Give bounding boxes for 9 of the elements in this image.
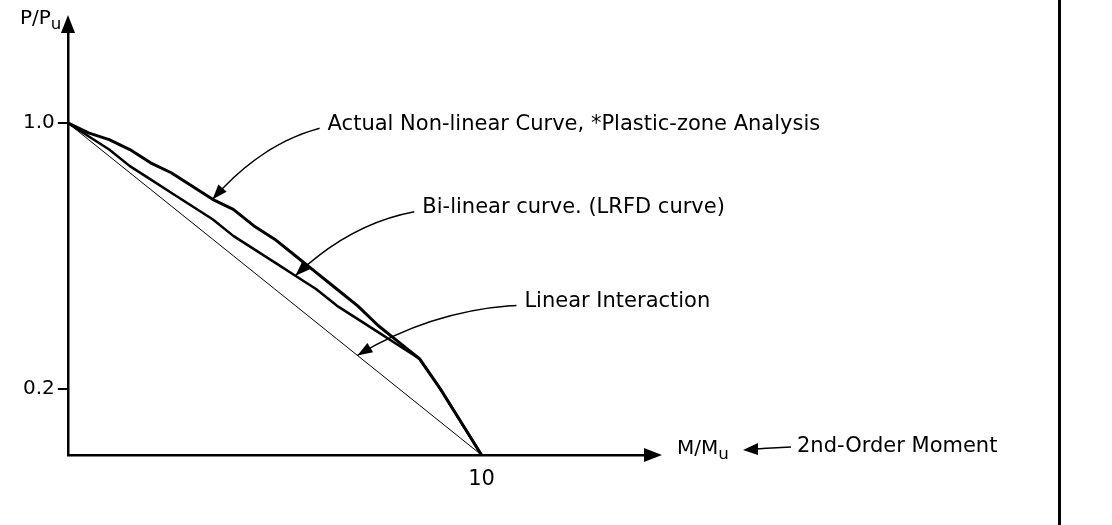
- text: 10: [468, 465, 495, 490]
- y-axis-title: P/P$_{u}$: [20, 5, 62, 33]
- y-tick-label: 1.0: [22, 109, 55, 134]
- annotation: Linear Interaction: [524, 287, 711, 312]
- y-tick-label: 0.2: [22, 374, 55, 399]
- annotation: Actual Non-linear Curve, *Plastic-zone Analysis: [327, 110, 821, 135]
- text: 2nd-Order Moment: [797, 433, 998, 458]
- x-axis-title: M/M$_{u}$: [677, 435, 729, 463]
- annotation: Bi-linear curve. (LRFD curve): [422, 194, 725, 219]
